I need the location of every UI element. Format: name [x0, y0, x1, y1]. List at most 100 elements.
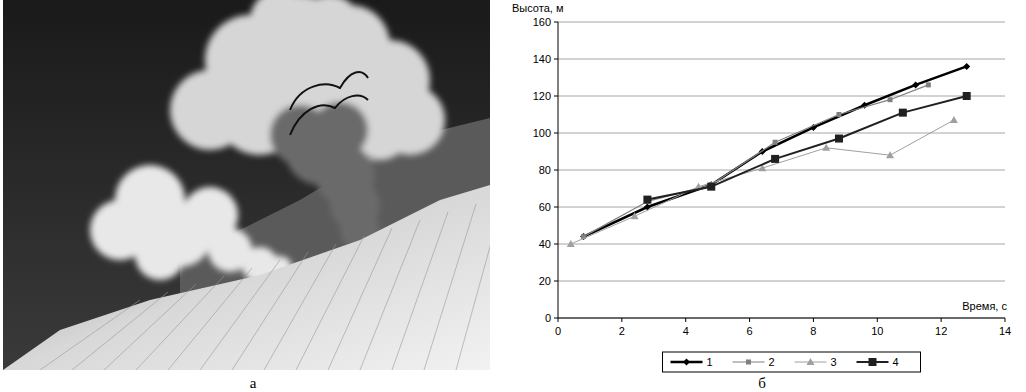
marker: [835, 135, 843, 143]
legend-marker: [746, 360, 751, 365]
marker: [888, 97, 893, 102]
panel-label: б: [758, 375, 766, 391]
tick-label: 14: [999, 325, 1011, 337]
tick: [685, 318, 686, 322]
slope: [3, 185, 490, 370]
grid-line: [558, 59, 1005, 60]
tick-label: 8: [810, 325, 816, 337]
series-line: [584, 66, 967, 236]
figure: аб02040608010012014016002468101214Высота…: [0, 0, 1026, 392]
tick-label: 12: [935, 325, 947, 337]
slope-texture: [392, 212, 448, 370]
tick: [554, 207, 558, 208]
series-line: [647, 96, 966, 200]
marker: [822, 144, 830, 151]
tick: [621, 318, 622, 322]
axis-label: Высота, м: [512, 2, 563, 14]
grid-line: [558, 133, 1005, 134]
series-line: [584, 85, 929, 237]
x-axis: [558, 318, 1005, 319]
tick-label: 6: [747, 325, 753, 337]
marker: [926, 82, 931, 87]
legend-label: 1: [707, 356, 713, 368]
legend-label: 4: [893, 356, 899, 368]
y-axis: [558, 22, 559, 318]
tick: [877, 318, 878, 322]
contour: [290, 72, 368, 110]
chart: 02040608010012014016002468101214Высота, …: [512, 2, 1011, 372]
tick-label: 4: [683, 325, 689, 337]
slope-texture: [40, 300, 140, 370]
contour: [290, 96, 368, 135]
tick-label: 60: [539, 201, 551, 213]
tick-label: 140: [533, 53, 551, 65]
tick: [1005, 318, 1006, 322]
slope-texture: [232, 252, 308, 370]
tick: [554, 59, 558, 60]
legend-label: 2: [769, 356, 775, 368]
grid-line: [558, 244, 1005, 245]
tick-label: 100: [533, 127, 551, 139]
legend-box: [663, 352, 921, 372]
grid-line: [558, 207, 1005, 208]
plot-data: [567, 63, 971, 247]
tick: [813, 318, 814, 322]
marker: [963, 92, 971, 100]
tick-label: 0: [545, 312, 551, 324]
grid-line: [558, 96, 1005, 97]
tick-label: 20: [539, 275, 551, 287]
panel-label: а: [250, 375, 257, 391]
tick-label: 160: [533, 16, 551, 28]
tick: [554, 318, 558, 319]
marker: [950, 116, 958, 123]
slope-texture: [424, 204, 476, 370]
series-line: [571, 120, 954, 244]
marker: [643, 196, 651, 204]
legend-marker: [683, 359, 690, 366]
marker: [567, 240, 575, 247]
marker: [886, 151, 894, 158]
marker: [836, 112, 841, 117]
tick-label: 80: [539, 164, 551, 176]
tick-label: 10: [871, 325, 883, 337]
slope-texture: [72, 292, 168, 370]
marker: [912, 81, 919, 88]
grid-line: [558, 170, 1005, 171]
slope-texture: [168, 268, 252, 370]
slope-texture: [328, 228, 392, 370]
marker: [963, 63, 970, 70]
marker: [631, 212, 639, 219]
axis-label: Время, с: [962, 300, 1007, 312]
slope-texture: [456, 196, 490, 370]
tick-label: 40: [539, 238, 551, 250]
grid-line: [558, 318, 1005, 319]
tick: [554, 244, 558, 245]
tick: [941, 318, 942, 322]
slope-texture: [264, 244, 336, 370]
tick: [554, 281, 558, 282]
tick: [554, 170, 558, 171]
tick-label: 0: [555, 325, 561, 337]
grid-line: [558, 281, 1005, 282]
marker: [707, 183, 715, 191]
marker: [773, 140, 778, 145]
slope-texture: [296, 236, 364, 370]
legend-label: 3: [831, 356, 837, 368]
tick: [554, 133, 558, 134]
legend-marker: [807, 358, 815, 365]
tick: [749, 318, 750, 322]
marker: [899, 109, 907, 117]
tick: [554, 96, 558, 97]
marker: [771, 155, 779, 163]
photo: [3, 0, 490, 370]
legend-marker: [869, 358, 877, 366]
slope-texture: [360, 220, 420, 370]
tick-label: 120: [533, 90, 551, 102]
slope-texture: [104, 284, 196, 370]
tick-label: 2: [619, 325, 625, 337]
tick: [554, 22, 558, 23]
sky: [3, 0, 490, 370]
legend: 1 2 3 4: [663, 352, 921, 372]
grid-line: [558, 22, 1005, 23]
tick: [558, 318, 559, 322]
